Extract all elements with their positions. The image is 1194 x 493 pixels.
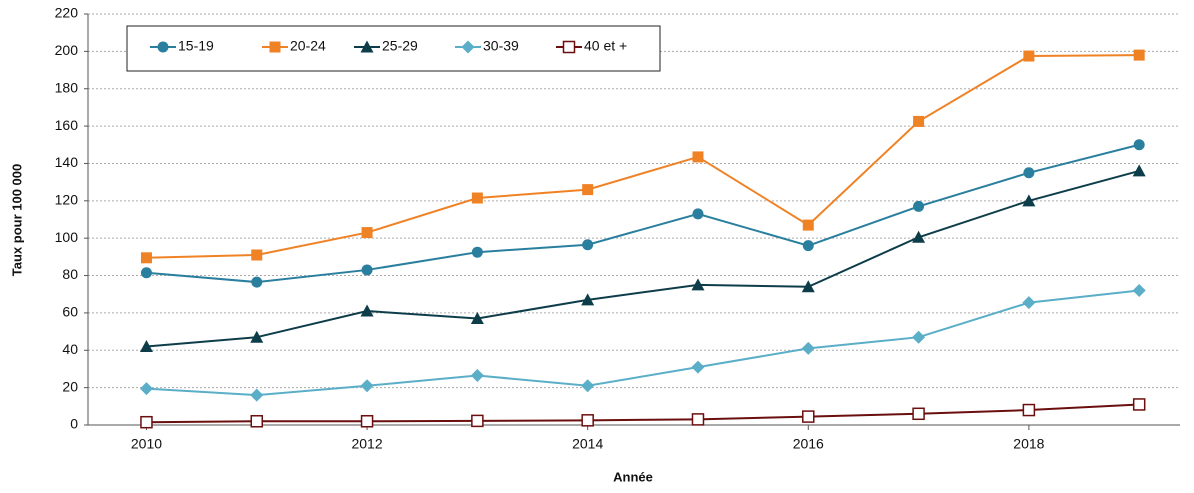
data-point	[1132, 398, 1146, 411]
data-point	[140, 415, 153, 429]
data-point	[1133, 49, 1145, 61]
y-tick-label: 140	[55, 154, 79, 170]
legend-label: 30-39	[483, 38, 519, 54]
data-point	[140, 252, 152, 264]
series-line	[146, 54, 1140, 259]
y-tick-label: 120	[55, 192, 79, 208]
data-point	[912, 330, 926, 344]
y-tick-label: 200	[55, 42, 79, 58]
data-point	[581, 379, 595, 393]
data-point	[250, 330, 264, 343]
legend-marker	[360, 40, 374, 53]
data-point	[470, 368, 484, 382]
data-point	[801, 341, 815, 355]
series-line	[146, 403, 1140, 424]
data-point	[913, 200, 925, 212]
legend-marker	[157, 41, 169, 53]
data-point	[360, 379, 374, 393]
legend-marker	[269, 41, 281, 53]
series-line	[146, 143, 1140, 284]
data-point	[1023, 167, 1035, 179]
data-point	[802, 410, 815, 423]
x-axis-label: Année	[613, 469, 653, 484]
data-point	[361, 227, 373, 239]
data-point	[360, 304, 374, 317]
data-point	[250, 415, 264, 428]
x-tick-label: 2014	[572, 436, 603, 452]
data-point	[1132, 283, 1146, 297]
data-point	[802, 219, 814, 231]
x-tick-label: 2010	[131, 436, 162, 452]
y-tick-label: 80	[62, 266, 78, 282]
y-tick-label: 20	[62, 378, 78, 394]
data-point	[913, 115, 925, 127]
data-point	[470, 312, 484, 325]
data-point	[1022, 403, 1036, 417]
data-point	[1022, 296, 1036, 310]
data-point	[250, 388, 264, 402]
series-line	[146, 169, 1140, 348]
y-tick-label: 160	[55, 117, 79, 133]
data-point	[801, 280, 815, 293]
data-point	[582, 239, 594, 251]
data-point	[1022, 194, 1036, 207]
data-point	[360, 415, 374, 428]
legend-label: 25-29	[382, 38, 418, 54]
y-tick-label: 220	[55, 5, 79, 21]
legend-label: 40 et +	[584, 38, 627, 54]
y-tick-label: 100	[55, 229, 79, 245]
data-point	[1132, 164, 1146, 177]
data-point	[251, 276, 263, 288]
data-point	[802, 240, 814, 252]
legend-label: 20-24	[290, 38, 326, 54]
data-point	[582, 184, 594, 196]
y-axis-label: Taux pour 100 000	[9, 164, 24, 276]
data-point	[139, 382, 153, 396]
legend-label: 15-19	[178, 38, 214, 54]
data-point	[1133, 139, 1145, 151]
data-point	[692, 151, 704, 163]
x-tick-label: 2018	[1013, 436, 1044, 452]
data-point	[912, 230, 926, 243]
y-tick-label: 40	[62, 341, 78, 357]
y-tick-label: 60	[62, 304, 78, 320]
x-tick-label: 2016	[793, 436, 824, 452]
legend-marker	[461, 40, 475, 54]
legend-marker	[562, 40, 576, 54]
data-point	[251, 249, 263, 261]
data-point	[691, 278, 705, 291]
series-line	[146, 289, 1140, 397]
x-tick-label: 2012	[351, 436, 382, 452]
data-point	[691, 413, 705, 426]
data-point	[139, 340, 153, 353]
y-tick-label: 180	[55, 79, 79, 95]
data-point	[471, 414, 484, 428]
data-point	[581, 414, 594, 427]
data-point	[1023, 50, 1035, 62]
data-point	[912, 407, 925, 421]
data-point	[471, 246, 483, 258]
data-point	[140, 267, 152, 279]
y-tick-label: 0	[70, 416, 78, 432]
data-point	[581, 293, 595, 306]
data-point	[691, 360, 705, 374]
data-point	[361, 264, 373, 276]
data-point	[471, 192, 483, 204]
data-point	[692, 208, 704, 220]
